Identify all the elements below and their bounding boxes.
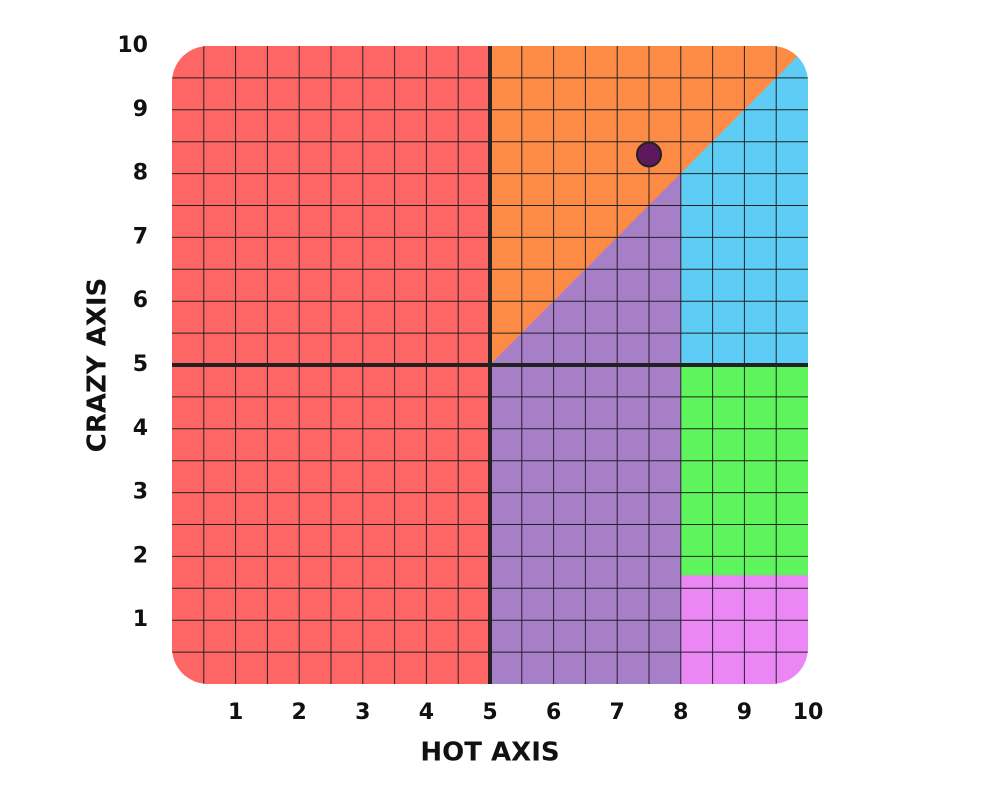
plot-area	[172, 46, 808, 684]
y-tick-label: 4	[133, 416, 148, 441]
x-tick-label: 10	[793, 700, 824, 725]
y-tick-label: 2	[133, 543, 148, 568]
y-tick-label: 5	[133, 352, 148, 377]
y-tick-label: 6	[133, 288, 148, 313]
y-tick-label: 8	[133, 161, 148, 186]
y-tick-label: 10	[117, 33, 148, 58]
y-tick-label: 3	[133, 480, 148, 505]
x-tick-label: 4	[419, 700, 434, 725]
x-tick-label: 1	[228, 700, 243, 725]
x-tick-label: 2	[292, 700, 307, 725]
x-axis-title: HOT AXIS	[420, 738, 559, 768]
x-tick-label: 6	[546, 700, 561, 725]
y-tick-label: 1	[133, 607, 148, 632]
x-tick-label: 9	[737, 700, 752, 725]
data-point	[636, 141, 662, 168]
x-tick-label: 5	[482, 700, 497, 725]
overlay: 1 2 3 4 5 6 7 8 9 10 1 2 3 4 5 6 7 8 9 10	[117, 33, 823, 725]
y-axis-title: CRAZY AXIS	[83, 278, 113, 453]
y-tick-label: 9	[133, 97, 148, 122]
x-tick-label: 7	[610, 700, 625, 725]
x-tick-label: 3	[355, 700, 370, 725]
y-tick-label: 7	[133, 224, 148, 249]
x-tick-label: 8	[673, 700, 688, 725]
